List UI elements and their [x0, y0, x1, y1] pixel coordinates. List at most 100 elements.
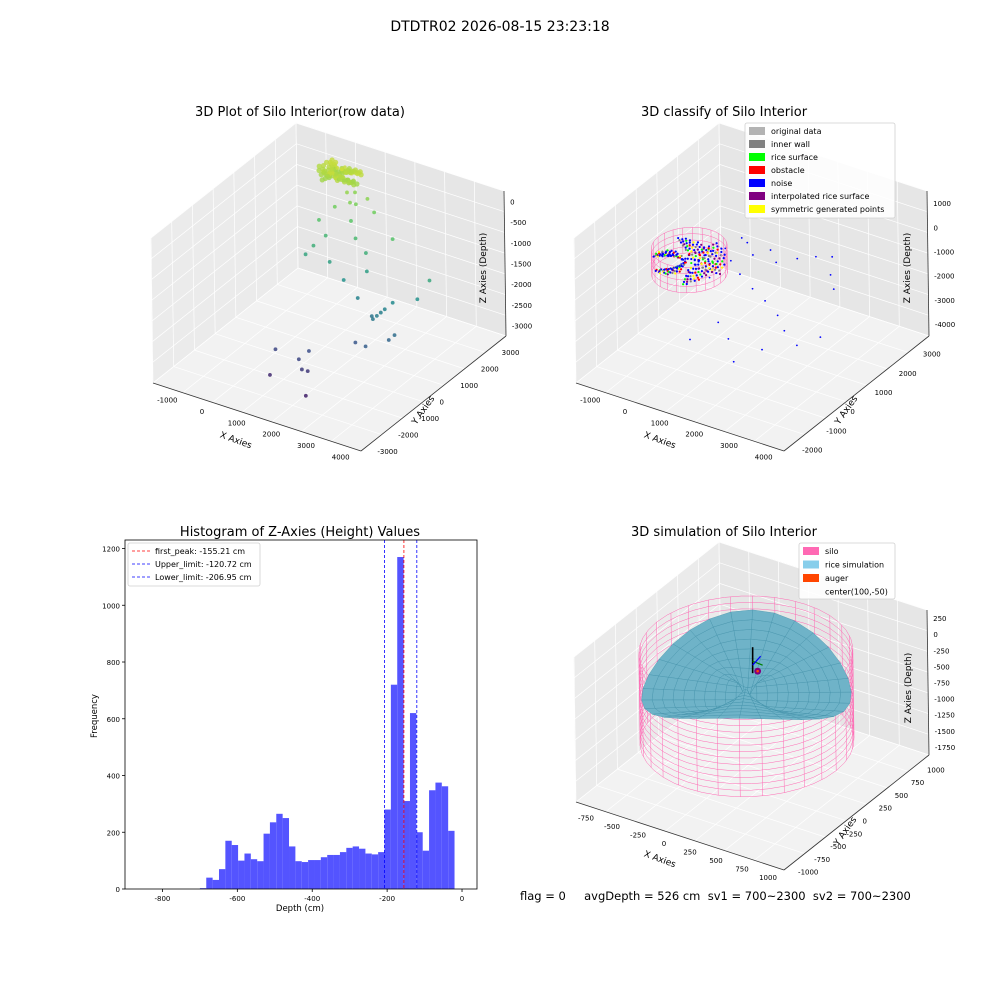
panel-simulation: 3D simulation of Silo Interior -750-500-… [573, 525, 955, 882]
simulation-surface-cell [797, 692, 810, 703]
raw-gridline [171, 221, 175, 367]
histogram-bar [339, 852, 347, 889]
classify-surface-point [677, 236, 680, 240]
classify-surface-point [670, 249, 673, 252]
simulation-surface-cell [766, 692, 779, 702]
simulation-gridline [596, 785, 805, 854]
classify-surface-point [696, 276, 700, 279]
classify-surface-point [679, 241, 683, 244]
simulation-surface-cell [738, 658, 750, 669]
classify-surface-point [693, 279, 696, 282]
simulation-title: 3D simulation of Silo Interior [631, 525, 818, 540]
classify-surface-point [718, 269, 721, 272]
raw-point [330, 171, 335, 176]
histogram-bar [448, 830, 455, 889]
raw-point [323, 233, 328, 238]
histogram-x-tick: -200 [379, 895, 395, 903]
raw-tick-labels: -100001000200030004000-3000-2000-1000010… [157, 198, 532, 461]
classify-surface-point [696, 248, 699, 251]
histogram-legend-label: Upper_limit: -120.72 cm [155, 560, 252, 569]
classify-surface-point [694, 251, 697, 255]
classify-noise-point [708, 276, 711, 279]
classify-surface-point [685, 274, 688, 277]
histogram-bar [429, 790, 436, 889]
classify-surface-point [691, 271, 694, 274]
histogram-x-tick: -600 [229, 895, 245, 903]
raw-gridline [256, 300, 465, 370]
raw-y-axis-line [360, 335, 507, 452]
classify-z-axis-line [926, 190, 930, 337]
simulation-legend-label: rice simulation [825, 561, 884, 570]
raw-point [355, 296, 360, 300]
simulation-y-tick: 500 [895, 792, 908, 800]
classify-surface-point [679, 268, 683, 271]
classify-noise-point [739, 273, 741, 276]
histogram-x-tick: 0 [460, 895, 464, 903]
classify-gridline [720, 267, 930, 337]
classify-z-tick: 0 [934, 224, 938, 232]
classify-legend-swatch [749, 205, 765, 213]
classify-surface-point [706, 251, 709, 255]
classify-noise-point [832, 288, 835, 291]
classify-surface-point [700, 243, 703, 246]
classify-surface-point [685, 282, 688, 286]
histogram-bar [371, 854, 379, 889]
classify-noise-point [746, 241, 749, 244]
raw-point [357, 169, 363, 175]
classify-surface-point [686, 280, 689, 283]
raw-title: 3D Plot of Silo Interior(row data) [195, 105, 405, 120]
raw-point [324, 173, 331, 179]
classify-legend: original data inner wall rice surface obsta… [744, 122, 896, 219]
simulation-legend-label: auger [825, 574, 849, 583]
classify-surface-point [684, 248, 687, 251]
simulation-surface-cell [776, 683, 789, 693]
histogram-x-tick: -800 [155, 895, 171, 903]
raw-point [378, 310, 383, 315]
simulation-silo-strut [851, 658, 853, 749]
classify-surface-point [694, 245, 697, 249]
classify-surface-point [698, 259, 701, 262]
simulation-y-tick: 250 [879, 805, 892, 813]
classify-surface-point [690, 261, 693, 265]
simulation-surface-cell [786, 682, 800, 693]
classify-surface-point [655, 252, 658, 255]
classify-surface-point [672, 251, 675, 254]
simulation-surface-cell [672, 689, 685, 701]
status-footer: flag = 0 avgDepth = 526 cm sv1 = 700~230… [520, 889, 911, 903]
classify-surface-point [721, 260, 724, 263]
classify-surface-point [704, 268, 707, 271]
raw-y-tick: 1000 [460, 382, 478, 390]
classify-surface-point [709, 250, 712, 253]
classify-x-tick: 4000 [755, 453, 773, 461]
simulation-surface-cell [651, 688, 664, 701]
classify-legend-label: noise [771, 179, 792, 188]
histogram-y-tick: 800 [107, 659, 120, 667]
raw-point [299, 367, 304, 372]
histogram-bar [238, 860, 245, 889]
classify-legend-swatch [749, 153, 765, 161]
raw-gridline [173, 366, 382, 435]
histogram-bar [301, 862, 309, 889]
classify-surface-point [688, 247, 691, 250]
raw-gridline [212, 188, 216, 334]
classify-surface-point [716, 245, 719, 248]
classify-surface-point [703, 257, 706, 260]
classify-surface-point [712, 246, 715, 249]
classify-y-tick: 2000 [899, 370, 917, 378]
classify-legend-label: interpolated rice surface [771, 192, 869, 201]
classify-noise-point [769, 249, 772, 251]
raw-z-tick: -1500 [511, 261, 531, 269]
histogram-bar [289, 846, 296, 889]
simulation-gridline [658, 735, 867, 805]
simulation-silo-strut [640, 643, 642, 734]
histogram-x-tick: -400 [304, 895, 320, 903]
raw-point [341, 278, 346, 282]
classify-surface-point [685, 242, 688, 245]
simulation-x-tick: 500 [709, 857, 722, 865]
simulation-x-tick: 1000 [759, 874, 777, 882]
simulation-legend-swatch [803, 574, 819, 582]
histogram-bar [365, 853, 372, 889]
simulation-surface-cell [736, 648, 751, 659]
raw-gridline [233, 172, 237, 318]
classify-surface-point [708, 267, 711, 270]
